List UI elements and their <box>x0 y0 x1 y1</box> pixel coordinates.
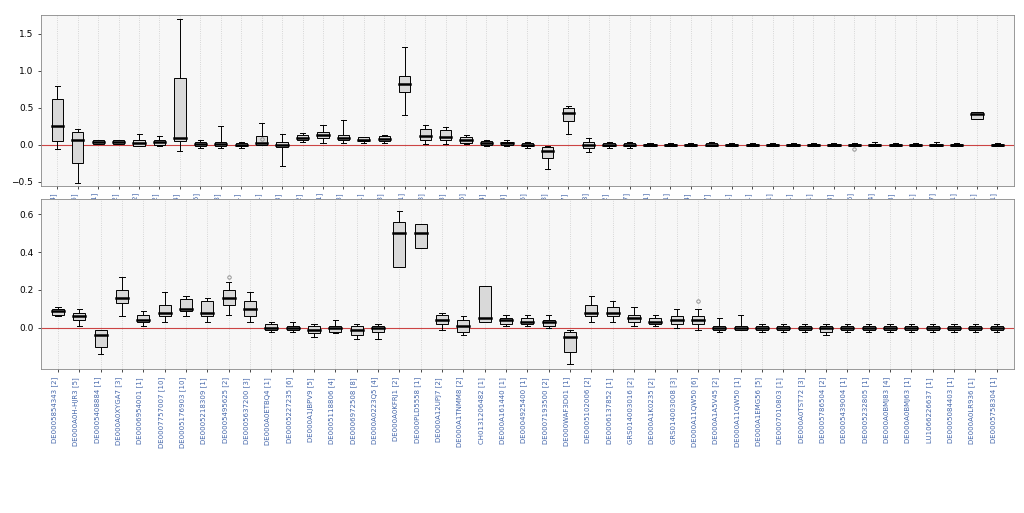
Bar <box>543 320 555 326</box>
Bar <box>276 142 288 147</box>
Bar <box>287 326 299 330</box>
Bar <box>159 305 171 317</box>
Bar <box>948 326 959 330</box>
Bar <box>564 331 575 352</box>
Bar <box>330 326 341 331</box>
Bar <box>756 326 768 330</box>
Bar <box>74 312 85 320</box>
Bar <box>297 135 308 141</box>
Bar <box>671 317 683 324</box>
Bar <box>440 130 452 141</box>
Bar <box>420 129 431 141</box>
Bar <box>317 131 329 138</box>
Bar <box>223 290 234 305</box>
Bar <box>481 141 493 145</box>
Bar <box>244 301 256 317</box>
Bar <box>869 144 881 146</box>
Bar <box>849 144 860 146</box>
Bar <box>133 141 144 146</box>
Bar <box>461 137 472 143</box>
Bar <box>52 309 63 314</box>
Bar <box>991 326 1002 330</box>
Bar <box>863 326 874 330</box>
Bar <box>726 144 737 146</box>
Bar <box>502 142 513 145</box>
Bar <box>72 131 83 163</box>
Bar <box>202 301 213 317</box>
Bar <box>137 314 150 322</box>
Bar <box>379 136 390 141</box>
Bar <box>351 326 362 336</box>
Bar <box>415 224 427 248</box>
Bar <box>808 144 819 146</box>
Bar <box>927 326 939 330</box>
Bar <box>828 144 840 146</box>
Bar <box>236 144 247 146</box>
Bar <box>746 144 758 146</box>
Bar <box>685 144 696 146</box>
Bar <box>649 318 662 324</box>
Bar <box>265 324 278 330</box>
Bar <box>180 300 191 311</box>
Bar <box>607 307 618 317</box>
Bar <box>522 144 532 146</box>
Bar <box>92 140 103 144</box>
Bar <box>767 144 778 146</box>
Bar <box>884 326 896 330</box>
Bar <box>174 78 185 141</box>
Bar <box>787 144 799 146</box>
Bar <box>358 137 370 141</box>
Bar <box>542 147 553 158</box>
Bar <box>583 142 594 148</box>
Bar <box>500 318 512 324</box>
Bar <box>338 134 349 141</box>
Bar <box>603 144 614 146</box>
Bar <box>970 326 981 330</box>
Bar <box>706 144 717 146</box>
Bar <box>628 314 640 322</box>
Bar <box>586 305 597 317</box>
Bar <box>644 144 655 146</box>
Bar <box>905 326 918 330</box>
Bar <box>624 144 635 146</box>
Bar <box>215 142 226 146</box>
Bar <box>195 142 206 146</box>
Bar <box>735 326 746 330</box>
Bar <box>931 144 942 146</box>
Bar <box>308 326 319 333</box>
Bar <box>910 144 922 146</box>
Bar <box>458 320 469 331</box>
Bar <box>951 144 963 146</box>
Bar <box>714 326 725 330</box>
Bar <box>95 330 106 347</box>
Bar <box>436 314 447 324</box>
Bar <box>799 326 811 330</box>
Bar <box>665 144 676 146</box>
Bar <box>777 326 790 330</box>
Bar <box>890 144 901 146</box>
Bar <box>256 136 267 145</box>
Bar <box>393 222 406 267</box>
Bar <box>399 76 411 92</box>
Bar <box>51 99 62 141</box>
Bar <box>113 141 124 144</box>
Bar <box>820 326 831 331</box>
Bar <box>562 108 573 121</box>
Bar <box>521 318 534 324</box>
Bar <box>116 290 128 303</box>
Bar <box>692 317 703 324</box>
Bar <box>372 326 384 331</box>
Bar <box>842 326 853 330</box>
Bar <box>972 112 983 119</box>
Bar <box>154 140 165 145</box>
Bar <box>992 144 1004 146</box>
Bar <box>479 286 490 322</box>
